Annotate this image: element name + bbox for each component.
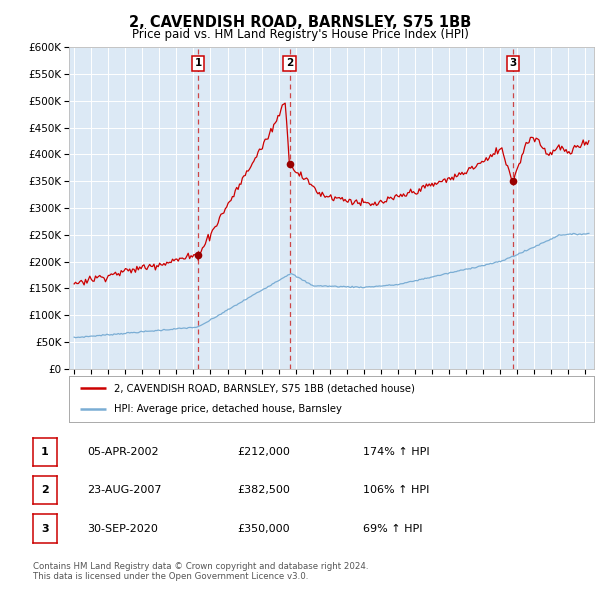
Text: 69% ↑ HPI: 69% ↑ HPI xyxy=(363,524,422,533)
Text: HPI: Average price, detached house, Barnsley: HPI: Average price, detached house, Barn… xyxy=(113,404,341,414)
Text: 3: 3 xyxy=(509,58,517,68)
Text: £382,500: £382,500 xyxy=(237,486,290,495)
Text: 30-SEP-2020: 30-SEP-2020 xyxy=(87,524,158,533)
Text: Price paid vs. HM Land Registry's House Price Index (HPI): Price paid vs. HM Land Registry's House … xyxy=(131,28,469,41)
Text: Contains HM Land Registry data © Crown copyright and database right 2024.
This d: Contains HM Land Registry data © Crown c… xyxy=(33,562,368,581)
Text: 2: 2 xyxy=(286,58,293,68)
Text: 3: 3 xyxy=(41,524,49,533)
Text: 106% ↑ HPI: 106% ↑ HPI xyxy=(363,486,430,495)
Text: 05-APR-2002: 05-APR-2002 xyxy=(87,447,158,457)
Text: 23-AUG-2007: 23-AUG-2007 xyxy=(87,486,161,495)
Text: 1: 1 xyxy=(41,447,49,457)
Text: 2, CAVENDISH ROAD, BARNSLEY, S75 1BB (detached house): 2, CAVENDISH ROAD, BARNSLEY, S75 1BB (de… xyxy=(113,384,415,394)
Text: 1: 1 xyxy=(194,58,202,68)
Text: £350,000: £350,000 xyxy=(237,524,290,533)
Text: 2, CAVENDISH ROAD, BARNSLEY, S75 1BB: 2, CAVENDISH ROAD, BARNSLEY, S75 1BB xyxy=(129,15,471,30)
Text: £212,000: £212,000 xyxy=(237,447,290,457)
Text: 174% ↑ HPI: 174% ↑ HPI xyxy=(363,447,430,457)
Text: 2: 2 xyxy=(41,486,49,495)
